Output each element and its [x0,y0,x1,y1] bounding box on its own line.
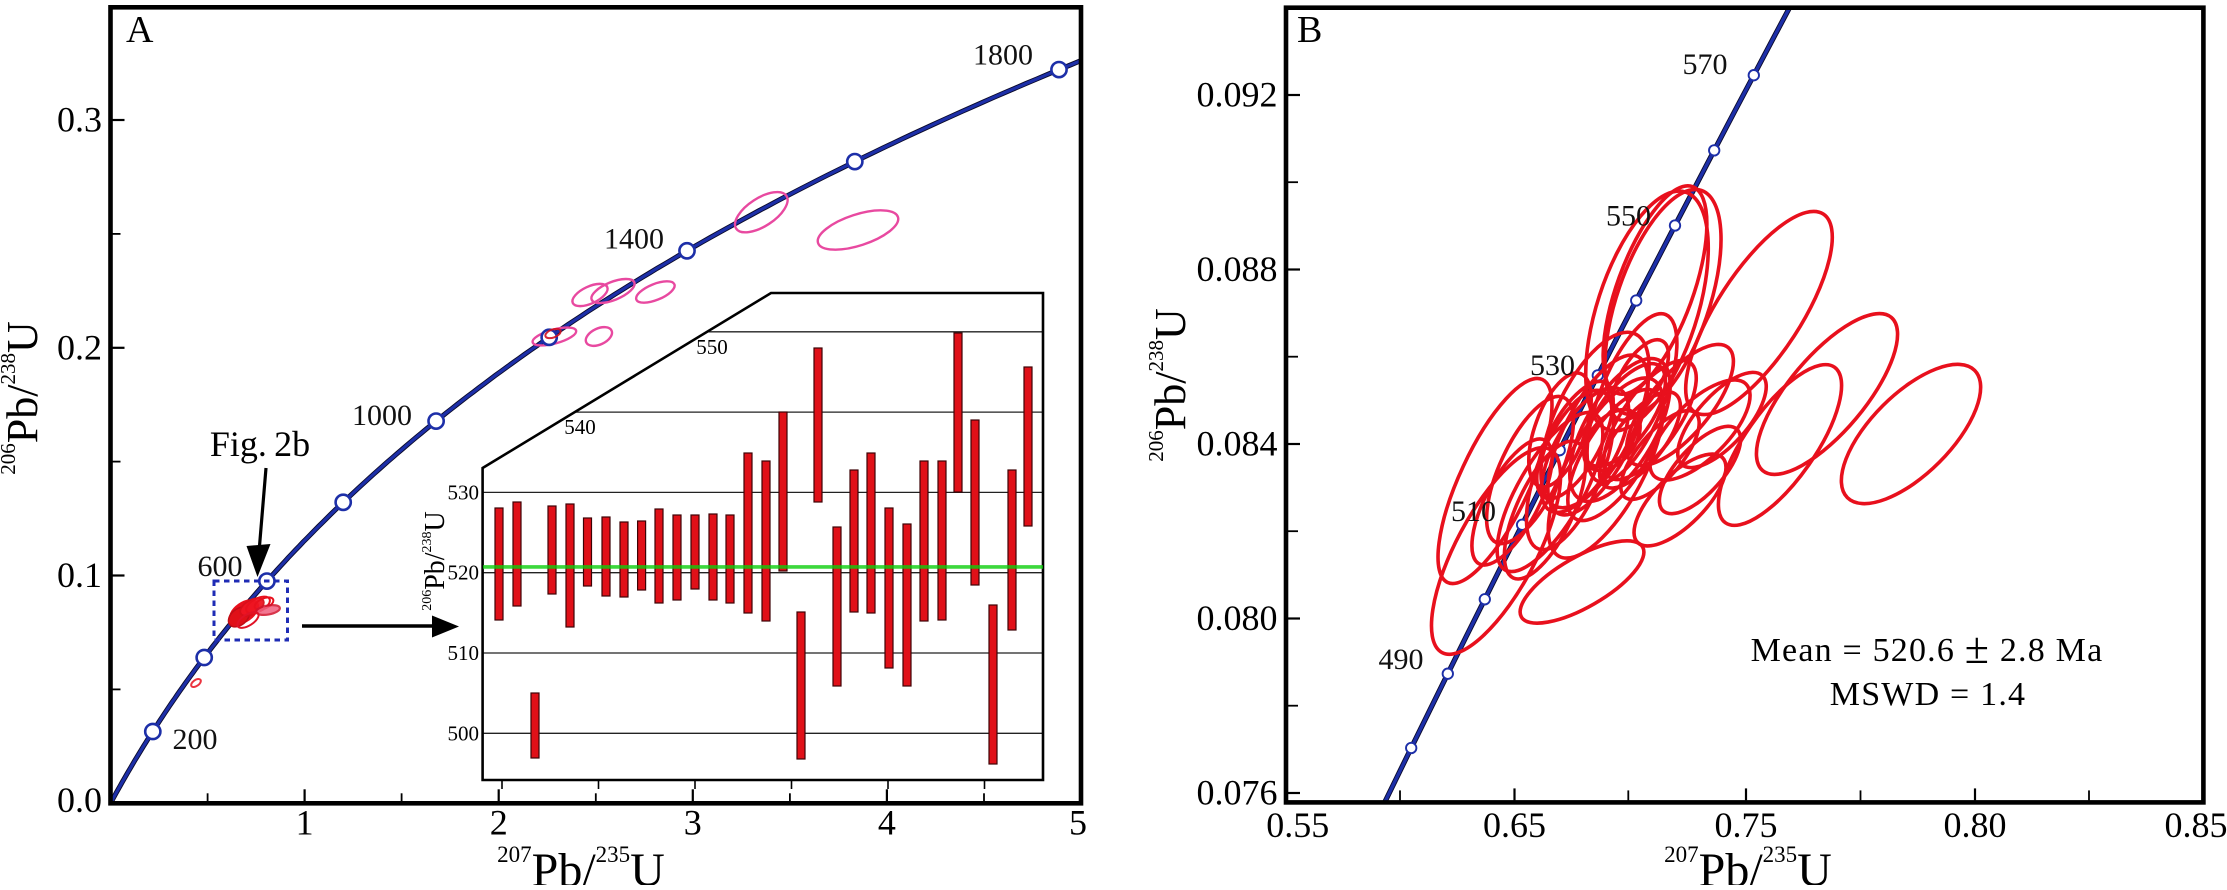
svg-text:500: 500 [448,721,480,745]
svg-text:550: 550 [696,335,728,359]
svg-text:570: 570 [1683,48,1728,81]
svg-text:0.080: 0.080 [1197,598,1278,638]
svg-text:2: 2 [490,803,508,843]
svg-text:5: 5 [1069,803,1087,843]
svg-text:0.0: 0.0 [57,780,102,820]
svg-text:0.75: 0.75 [1715,805,1778,845]
svg-text:530: 530 [1530,349,1575,382]
svg-text:Fig. 2b: Fig. 2b [210,424,310,464]
svg-text:0.084: 0.084 [1197,424,1278,464]
svg-text:510: 510 [448,641,480,665]
svg-text:520: 520 [448,561,480,585]
svg-text:0.85: 0.85 [2165,805,2227,845]
svg-text:MSWD = 1.4: MSWD = 1.4 [1830,676,2026,713]
svg-text:0.2: 0.2 [57,328,102,368]
svg-text:490: 490 [1379,643,1424,676]
svg-text:1800: 1800 [973,39,1033,72]
svg-text:550: 550 [1606,200,1651,233]
svg-text:0.3: 0.3 [57,100,102,140]
svg-text:0.80: 0.80 [1944,805,2007,845]
svg-text:1: 1 [296,803,314,843]
svg-text:0.088: 0.088 [1197,249,1278,289]
svg-text:A: A [126,9,154,51]
svg-text:540: 540 [564,415,596,439]
svg-text:0.1: 0.1 [57,555,102,595]
svg-text:3: 3 [684,803,702,843]
svg-text:1400: 1400 [604,223,664,256]
svg-text:600: 600 [198,550,243,583]
svg-text:1000: 1000 [352,399,412,432]
svg-text:0.65: 0.65 [1483,805,1546,845]
svg-text:B: B [1297,9,1322,51]
svg-text:200: 200 [173,723,218,756]
svg-text:Mean = 520.6 ± 2.8 Ma: Mean = 520.6 ± 2.8 Ma [1751,624,2104,673]
svg-text:530: 530 [448,480,480,504]
svg-text:0.076: 0.076 [1197,773,1278,813]
svg-text:0.092: 0.092 [1197,75,1278,115]
svg-text:510: 510 [1451,495,1496,528]
svg-text:4: 4 [878,803,896,843]
